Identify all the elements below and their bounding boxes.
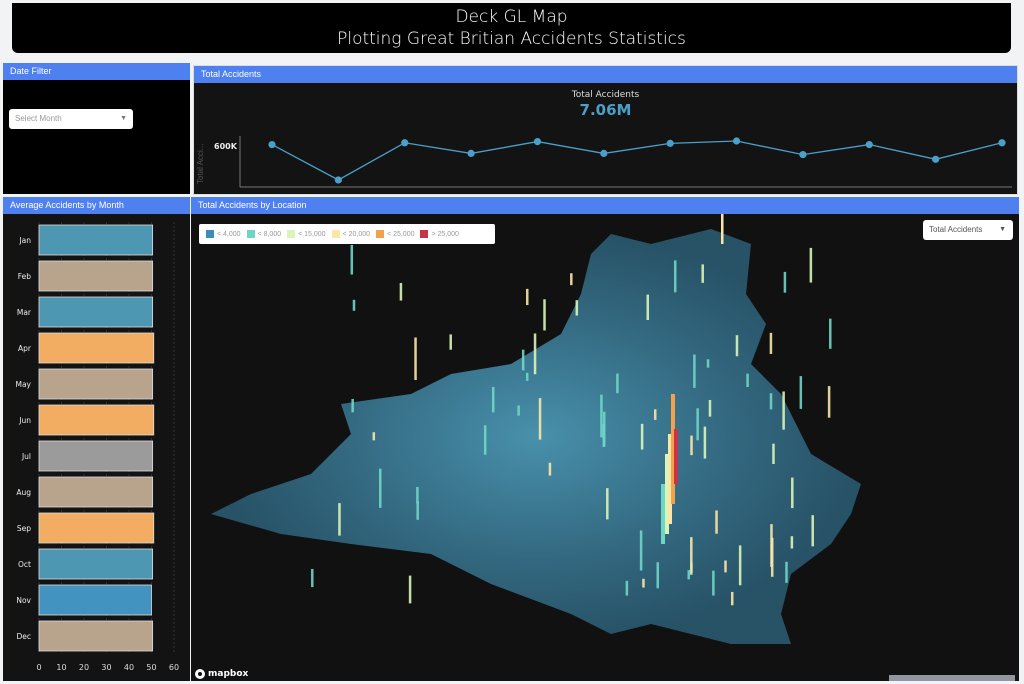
bar-dec[interactable] — [38, 620, 154, 652]
mapbox-icon — [195, 669, 205, 679]
legend-item: < 15,000 — [287, 230, 326, 238]
y-tick-label: May — [15, 380, 31, 389]
legend-item: < 25,000 — [376, 230, 414, 238]
line-point[interactable] — [268, 140, 276, 149]
legend-swatch — [420, 230, 429, 238]
total-accidents-panel: Total Accidents Total Accidents 7.06M To… — [193, 65, 1018, 195]
y-tick-label: Mar — [17, 308, 32, 317]
line-point[interactable] — [799, 150, 807, 159]
bar-nov[interactable] — [38, 584, 152, 616]
bar-jan[interactable] — [38, 224, 154, 256]
line-point[interactable] — [865, 140, 873, 149]
legend-swatch — [287, 230, 296, 238]
legend-label: < 4,000 — [217, 230, 241, 238]
x-tick-label: 0 — [36, 663, 41, 672]
line-point[interactable] — [334, 176, 342, 184]
legend-label: < 20,000 — [342, 230, 371, 238]
month-select-placeholder: Select Month — [15, 114, 62, 123]
line-points — [268, 137, 1006, 184]
deck-gl-map[interactable]: < 4,000 < 8,000 < 15,000 < 20,000 < 25,000 > … — [191, 214, 1019, 681]
bar-sep[interactable] — [38, 512, 155, 544]
y-tick-label: Dec — [16, 632, 31, 641]
page-subtitle: Plotting Great Britian Accidents Statist… — [337, 29, 686, 49]
bar-jun[interactable] — [38, 404, 155, 436]
map-attribution-bar[interactable] — [889, 675, 1015, 681]
y-tick-label: Sep — [17, 524, 31, 533]
line-series — [271, 140, 1003, 181]
map-legend: < 4,000 < 8,000 < 15,000 < 20,000 < 25,000 > … — [199, 224, 495, 244]
header-banner: Deck GL Map Plotting Great Britian Accid… — [12, 3, 1011, 53]
total-accidents-title: Total Accidents — [194, 66, 1017, 83]
bar-feb[interactable] — [38, 260, 154, 292]
y-tick-label: Jan — [18, 236, 31, 245]
line-point[interactable] — [401, 139, 409, 147]
mapbox-logo[interactable]: mapbox — [195, 669, 248, 679]
avg-by-month-bar-chart: 0 10 20 30 40 50 60 Jan Feb Mar Apr May Jun Jul Aug Sep… — [15, 222, 179, 672]
bar-aug[interactable] — [38, 476, 154, 508]
x-tick-label: 10 — [56, 663, 66, 672]
y-tick-label: Jul — [21, 452, 31, 461]
legend-label: > 25,000 — [431, 230, 459, 238]
line-point[interactable] — [600, 149, 608, 158]
kpi-label: Total Accidents — [571, 90, 640, 100]
page-title: Deck GL Map — [455, 7, 568, 27]
x-tick-label: 50 — [146, 663, 156, 672]
x-tick-label: 20 — [79, 663, 89, 672]
hex-columns — [311, 214, 832, 606]
y-tick-label: Jun — [18, 416, 31, 425]
kpi-value: 7.06M — [579, 101, 632, 119]
y-tick-label: Aug — [16, 488, 31, 497]
map-panel: Total Accidents by Location < 4,000 < 8,0… — [191, 197, 1019, 681]
bar-mar[interactable] — [38, 296, 154, 328]
monthly-total-line-chart: Total Acci... 600K — [196, 136, 1012, 188]
line-point[interactable] — [732, 137, 741, 145]
y-tick-label: 600K — [214, 142, 238, 151]
bar-may[interactable] — [38, 368, 154, 400]
legend-swatch — [246, 230, 255, 238]
legend-label: < 15,000 — [298, 230, 326, 238]
legend-item: > 25,000 — [420, 230, 459, 238]
y-tick-label: Apr — [18, 344, 32, 353]
bar-apr[interactable] — [38, 332, 155, 364]
chevron-down-icon: ▼ — [120, 115, 127, 122]
y-tick-label: Feb — [18, 272, 32, 281]
x-tick-label: 40 — [124, 663, 134, 672]
date-filter-panel: Date Filter Select Month ▼ — [3, 63, 190, 194]
date-filter-title: Date Filter — [3, 63, 190, 80]
great-britain-region — [211, 229, 861, 644]
x-tick-label: 60 — [169, 663, 179, 672]
legend-label: < 25,000 — [387, 230, 415, 238]
y-tick-label: Nov — [16, 596, 31, 605]
x-tick-label: 30 — [101, 663, 111, 672]
line-point[interactable] — [467, 149, 475, 158]
line-point[interactable] — [998, 139, 1006, 147]
month-select[interactable]: Select Month ▼ — [9, 109, 133, 129]
legend-swatch — [331, 230, 340, 238]
mapbox-label: mapbox — [208, 669, 249, 679]
legend-swatch — [376, 230, 385, 238]
bar-jul[interactable] — [38, 440, 154, 472]
legend-item: < 8,000 — [246, 230, 282, 238]
metric-select[interactable]: Total Accidents ▼ — [923, 220, 1013, 240]
metric-select-value: Total Accidents — [929, 225, 983, 234]
map-title: Total Accidents by Location — [191, 197, 1019, 214]
line-point[interactable] — [533, 137, 542, 146]
legend-item: < 20,000 — [331, 230, 371, 238]
y-axis-label: Total Acci... — [196, 144, 205, 184]
line-point[interactable] — [932, 155, 940, 163]
legend-label: < 8,000 — [257, 230, 282, 238]
y-tick-label: Oct — [18, 560, 31, 569]
legend-swatch — [206, 230, 214, 238]
line-point[interactable] — [666, 139, 674, 147]
bar-oct[interactable] — [38, 548, 154, 580]
avg-by-month-title: Average Accidents by Month — [3, 197, 190, 214]
avg-by-month-panel: Average Accidents by Month 0 10 20 30 40 50 60… — [3, 197, 190, 681]
legend-item: < 4,000 — [206, 230, 241, 238]
chevron-down-icon: ▼ — [999, 226, 1006, 233]
hexagon-layer — [211, 214, 861, 644]
